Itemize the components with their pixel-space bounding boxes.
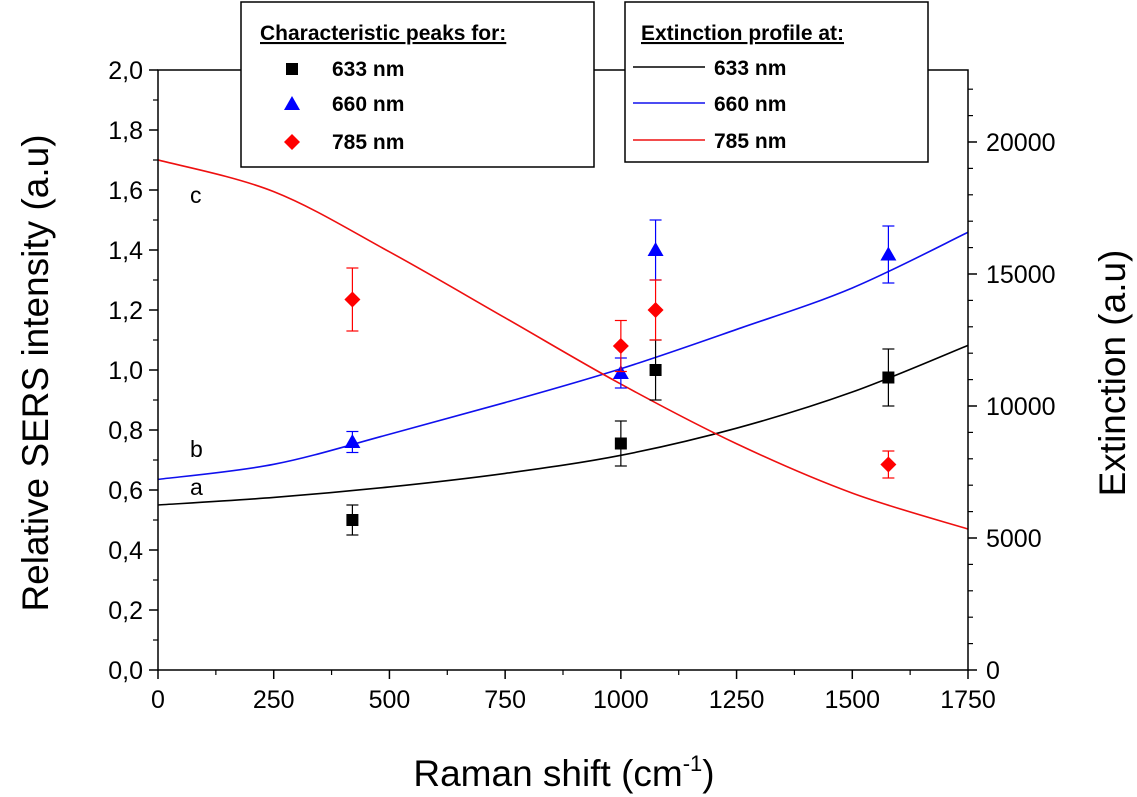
data-points [344,219,897,536]
tick-labels: 0 250 500 750 1000 1250 1500 1750 0,0 0,2 0,4 0,6 0,… [108,57,1055,714]
legend-profile: Extinction profile at: 633 nm 660 nm 785… [624,1,929,163]
curve-letter-b: b [190,436,203,462]
legend-triangle-marker [284,96,300,110]
x-tick-label: 1500 [824,686,880,714]
x-axis-title-superscript: -1 [683,751,703,776]
y2-tick-label: 20000 [986,129,1056,157]
y-tick-label: 0,4 [108,537,143,565]
curve-letter-a: a [190,474,203,500]
x-axis-title-main: Raman shift (cm [413,753,682,794]
point-diamond [880,456,897,473]
y-tick-label: 1,8 [108,117,143,145]
x-tick-label: 1750 [940,686,996,714]
legend-profile-heading: Extinction profile at: [641,22,844,45]
x-tick-label: 500 [369,686,411,714]
y-tick-label: 1,6 [108,177,143,205]
y-tick-label: 2,0 [108,57,143,85]
point-triangle [880,246,897,261]
y-tick-label: 1,0 [108,357,143,385]
legend-peaks-box [240,1,595,168]
point-square [614,437,627,450]
legend-peaks-heading: Characteristic peaks for: [260,22,506,45]
point-square [882,371,895,384]
y-tick-label: 0,2 [108,597,143,625]
point-diamond [647,302,664,318]
y-tick-label: 1,4 [108,237,143,265]
legend-profile-item-633: 633 nm [714,57,786,80]
y-tick-label: 0,8 [108,417,143,445]
y-tick-label: 0,0 [108,657,143,685]
extinction-curve-633-nm [157,344,969,506]
y-tick-label: 0,6 [108,477,143,505]
legend-profile-item-660: 660 nm [714,93,786,116]
point-diamond [612,338,629,354]
y2-axis-title: Extinction (a.u) [1092,250,1133,497]
point-triangle [647,242,664,256]
legend-peaks-item-660: 660 nm [332,93,404,116]
y-tick-label: 1,2 [108,297,143,325]
legend-profile-box [624,1,929,163]
point-square [649,364,662,376]
x-axis-title: Raman shift (cm-1) [413,751,714,794]
x-tick-label: 250 [253,686,295,714]
x-axis-title-close: ) [702,753,714,794]
legend-diamond-marker [284,134,300,150]
point-square [346,514,359,526]
extinction-curve-785-nm [157,159,969,530]
point-diamond [344,291,361,308]
y2-tick-label: 5000 [986,525,1042,553]
x-tick-label: 750 [484,686,526,714]
y2-tick-label: 0 [986,657,1000,685]
x-tick-label: 1000 [593,686,649,714]
y-axis-title: Relative SERS intensity (a.u) [15,134,56,611]
legend-peaks: Characteristic peaks for: 633 nm 660 nm … [240,1,595,168]
legend-profile-item-785: 785 nm [714,130,786,153]
legend-peaks-item-633: 633 nm [332,58,404,81]
x-tick-label: 0 [151,686,165,714]
y2-tick-label: 10000 [986,393,1056,421]
legend-peaks-item-785: 785 nm [332,131,404,154]
x-tick-label: 1250 [709,686,765,714]
extinction-curve-660-nm [157,231,969,481]
y2-tick-label: 15000 [986,261,1056,289]
extinction-curves [157,159,969,530]
point-triangle [344,434,361,448]
curve-letter-c: c [190,182,202,208]
legend-square-marker [286,63,298,75]
